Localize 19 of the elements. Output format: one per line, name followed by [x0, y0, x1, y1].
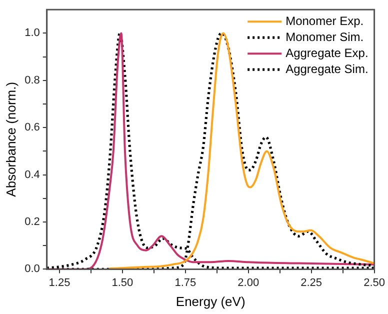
y-tick-label: 0.8	[24, 74, 40, 86]
y-tick-label: 0.6	[24, 122, 40, 134]
line-series	[108, 32, 374, 270]
y-tick-label: 1.0	[24, 27, 40, 40]
y-axis-title: Absorbance (norm.)	[3, 82, 18, 197]
x-tick-label: 1.50	[112, 276, 134, 289]
legend-label: Monomer Exp.	[286, 14, 364, 28]
y-tick-label: 0.2	[24, 216, 40, 228]
x-tick-label: 2.00	[238, 276, 260, 289]
y-tick-label: 0.0	[24, 263, 40, 276]
x-tick-label: 2.25	[300, 276, 322, 289]
y-tick-label: 0.4	[24, 168, 40, 181]
legend-label: Monomer Sim.	[286, 30, 364, 44]
x-tick-label: 1.75	[174, 276, 196, 289]
x-tick-label: 1.25	[48, 276, 70, 289]
legend-label: Aggregate Exp.	[286, 46, 368, 60]
x-axis-title: Energy (eV)	[176, 294, 246, 309]
legend-label: Aggregate Sim.	[286, 62, 368, 76]
x-tick-label: 2.50	[364, 276, 386, 289]
